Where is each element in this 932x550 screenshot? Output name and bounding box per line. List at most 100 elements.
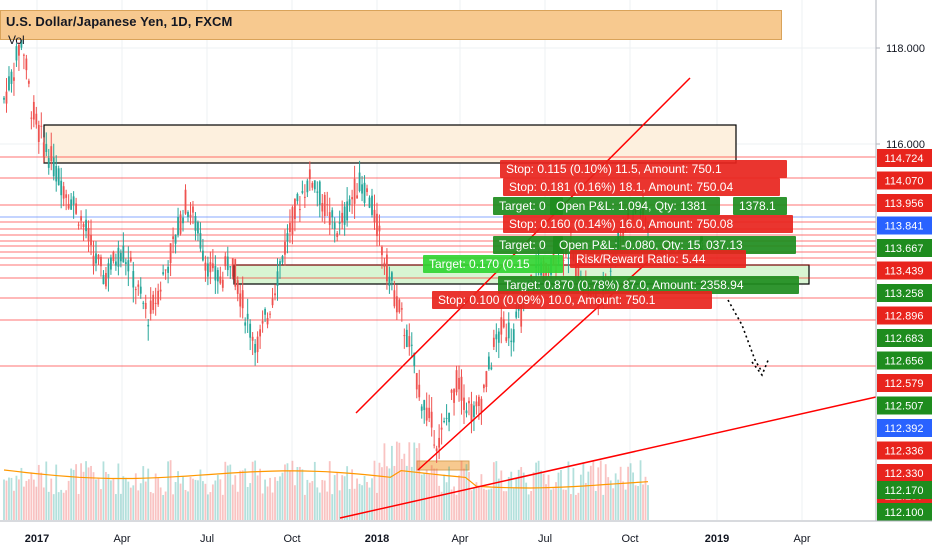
volume-bar (505, 491, 508, 520)
volume-bar (557, 472, 560, 520)
candle-body (206, 263, 209, 277)
position-label-box[interactable] (553, 236, 703, 254)
candle-body (229, 266, 232, 268)
candle-body (405, 329, 408, 347)
position-label-box[interactable] (493, 236, 563, 254)
candle-body (239, 293, 242, 307)
candle-body (209, 262, 212, 273)
volume-bar (381, 467, 383, 520)
candle-body (423, 400, 426, 411)
volume-bar (85, 461, 87, 520)
long-trendline[interactable] (339, 396, 877, 519)
volume-bar (346, 466, 349, 520)
candle-body (445, 417, 448, 419)
candle-body (47, 158, 50, 168)
candle-body (619, 234, 622, 237)
candle-body (386, 254, 388, 282)
position-label-box[interactable] (423, 255, 563, 273)
x-tick-label: Apr (793, 533, 810, 545)
volume-bar (294, 485, 296, 520)
position-label-box[interactable] (432, 291, 712, 309)
candle-body (296, 193, 299, 202)
price-label-text: 112.507 (885, 401, 924, 413)
candle-body (463, 397, 465, 410)
candle-body (27, 80, 30, 84)
volume-bar (182, 476, 184, 520)
volume-bar (647, 485, 649, 520)
candle-body (82, 224, 85, 228)
position-label-box[interactable] (700, 236, 796, 254)
candle-body (515, 311, 518, 318)
candle-body (241, 290, 244, 309)
volume-bar (570, 494, 572, 520)
candle-body (336, 233, 339, 237)
volume-bar (602, 494, 605, 520)
position-label-box[interactable] (498, 276, 799, 294)
price-label-text: 112.336 (885, 446, 924, 458)
volume-bar (142, 466, 145, 520)
position-label-box[interactable] (503, 215, 793, 233)
candle-body (162, 272, 165, 275)
volume-bar (67, 480, 70, 520)
position-label-box[interactable] (500, 160, 787, 178)
candle-body (236, 280, 239, 294)
price-axis[interactable]: 118.000 116.000 114.724 114.070 113.956 113.8… (875, 0, 932, 521)
candle-body (495, 334, 498, 340)
candle-body (154, 302, 157, 304)
candle-body (179, 214, 182, 234)
candle-body (204, 262, 207, 271)
volume-bar (127, 481, 130, 520)
small-zone[interactable] (416, 460, 470, 471)
candle-body (110, 257, 112, 270)
price-label-badge (877, 441, 932, 460)
volume-bar (202, 481, 204, 520)
volume-bar (450, 489, 453, 520)
price-label-badge (877, 481, 932, 499)
candle-body (448, 412, 450, 423)
candle-body (127, 260, 130, 272)
candle-body (353, 178, 356, 204)
volume-bar (313, 461, 316, 520)
position-label-box[interactable] (733, 197, 787, 215)
projection-path[interactable] (727, 299, 763, 373)
volume-bar (485, 489, 488, 520)
candle-body (274, 293, 276, 296)
position-label-box[interactable] (550, 197, 720, 215)
position-label-box[interactable] (493, 197, 563, 215)
volume-bar (624, 489, 627, 520)
position-label-text: Stop: 0.115 (0.10%) 11.5, Amount: 750.1 (506, 162, 722, 176)
candle-body (62, 186, 65, 199)
candle-body (261, 321, 264, 324)
candle-body (289, 222, 291, 232)
volume-bar (430, 465, 433, 520)
volume-bar (13, 490, 15, 520)
candle-body (308, 169, 311, 180)
candle-body (259, 329, 262, 337)
candle-body (15, 46, 18, 61)
candle-body (159, 289, 162, 292)
volume-bar (555, 482, 557, 520)
candle-body (341, 212, 344, 223)
candle-body (65, 194, 68, 198)
candle-body (398, 299, 401, 313)
candle-body (510, 340, 513, 343)
candle-body (70, 199, 73, 210)
candle-body (497, 331, 500, 343)
volume-bar (420, 474, 423, 520)
volume-bar (132, 485, 135, 520)
price-label-text: 112.896 (885, 311, 924, 323)
position-label-text: Risk/Reward Ratio: 5.44 (576, 252, 706, 266)
price-label-badge (877, 284, 932, 302)
volume-bar (308, 482, 311, 520)
volume-bar (306, 479, 309, 520)
volume-bar (579, 474, 582, 520)
position-label-box[interactable] (570, 250, 746, 268)
volume-bar (443, 474, 446, 520)
candle-body (50, 146, 53, 162)
volume-bar (112, 478, 115, 520)
volume-bar (110, 480, 112, 520)
time-axis[interactable]: 2017 Apr Jul Oct 2018 Apr Jul Oct 2019 Apr (0, 520, 932, 545)
position-label-box[interactable] (503, 178, 780, 196)
volume-bar (102, 461, 105, 520)
